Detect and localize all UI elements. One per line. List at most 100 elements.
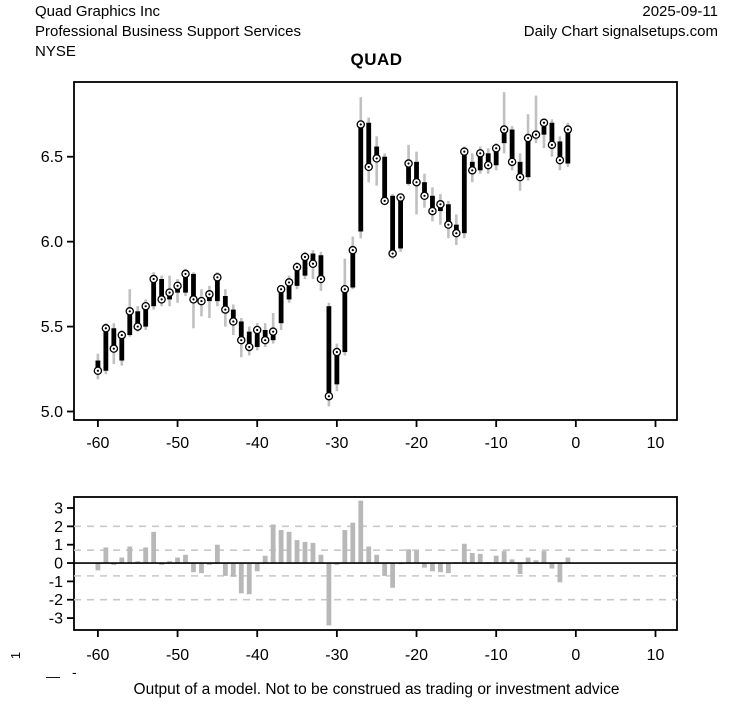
open-close-body (565, 129, 571, 164)
close-marker-dot (343, 288, 346, 291)
close-marker-dot (335, 350, 338, 354)
model-output-bar (278, 530, 284, 564)
close-marker-dot (542, 121, 546, 124)
model-output-bar (382, 563, 388, 576)
close-marker-dot (208, 293, 211, 296)
x-axis-tick-label: -20 (405, 647, 428, 664)
model-output-bar (533, 560, 539, 564)
close-marker-dot (256, 328, 259, 332)
chart-date: 2025-09-11 (642, 3, 718, 20)
open-close-body (422, 182, 427, 196)
symbol-title: QUAD (350, 50, 403, 69)
close-marker-dot (224, 308, 227, 311)
model-output-bar (238, 563, 244, 594)
close-marker-dot (176, 284, 179, 287)
close-marker-dot (359, 123, 362, 126)
model-output-bar (103, 547, 109, 564)
close-marker-dot (232, 320, 235, 323)
close-marker-dot (534, 133, 538, 136)
model-output-bar (167, 561, 172, 564)
model-output-bar (199, 563, 204, 574)
model-output-bar (501, 551, 507, 564)
close-marker-dot (447, 223, 450, 226)
model-output-bar (350, 522, 356, 564)
open-close-body (254, 329, 260, 347)
y-axis-tick-label: 1 (54, 537, 63, 554)
y-axis-tick-label: 5.0 (41, 404, 63, 421)
model-output-bar (135, 561, 141, 564)
model-output-bar (119, 557, 125, 564)
model-output-bar (207, 563, 212, 565)
model-output-bar (230, 563, 236, 577)
open-close-body (334, 352, 340, 385)
open-close-body (366, 122, 372, 167)
model-output-bar (342, 530, 348, 564)
x-axis-tick-label: -60 (86, 647, 109, 664)
open-close-body (398, 197, 403, 249)
close-marker-dot (168, 291, 171, 294)
open-close-body (135, 311, 141, 327)
close-marker-dot (112, 347, 115, 350)
x-axis-tick-label: 10 (647, 647, 665, 664)
open-close-body (286, 282, 292, 300)
model-output-bar (183, 554, 188, 564)
x-axis-tick-label: -10 (485, 435, 508, 452)
x-axis-tick-label: -30 (325, 435, 348, 452)
open-close-body (358, 124, 364, 232)
model-output-bar (294, 540, 300, 564)
open-close-body (485, 153, 491, 166)
open-close-body (222, 296, 228, 310)
y-axis-tick-label: -1 (49, 574, 63, 591)
y-axis-tick-label: 5.5 (41, 319, 63, 336)
open-close-body (183, 273, 188, 293)
x-axis-tick-label: -50 (166, 435, 189, 452)
open-close-body (294, 267, 300, 286)
model-output-bar (422, 563, 427, 568)
open-close-body (382, 156, 388, 201)
model-output-bar (151, 531, 157, 564)
close-marker-dot (160, 298, 163, 301)
close-marker-dot (487, 164, 490, 167)
open-close-body (509, 129, 515, 162)
model-output-bar (557, 563, 563, 583)
close-marker-dot (303, 255, 307, 259)
close-marker-dot (423, 194, 426, 197)
close-marker-dot (96, 369, 99, 372)
model-output-bar (477, 553, 483, 564)
open-close-body (445, 204, 451, 225)
chart-source: Daily Chart signalsetups.com (523, 23, 718, 40)
open-close-body (230, 309, 236, 322)
model-output-bar (95, 563, 101, 571)
close-marker-dot (128, 310, 131, 313)
model-output-bar (286, 531, 292, 564)
close-marker-dot (295, 266, 299, 269)
open-close-body (493, 148, 499, 166)
y-axis-tick-label: -2 (49, 592, 63, 609)
x-axis-tick-label: -60 (86, 435, 109, 452)
close-marker-dot (526, 136, 530, 140)
open-close-body (541, 122, 547, 135)
x-axis-tick-label: -50 (166, 647, 189, 664)
x-axis-tick-label: -30 (325, 647, 348, 664)
model-output-bar (246, 563, 252, 595)
close-marker-dot (104, 327, 107, 330)
open-close-body (191, 273, 196, 300)
open-close-body (390, 195, 396, 254)
close-marker-dot (463, 150, 466, 153)
open-close-body (517, 161, 523, 178)
model-output-bar (175, 557, 180, 564)
model-output-bar (461, 543, 467, 564)
open-close-body (525, 138, 531, 178)
open-close-body (310, 253, 316, 264)
open-close-body (302, 256, 308, 276)
model-output-bar (565, 557, 571, 564)
close-marker-dot (311, 262, 315, 265)
model-output-bar (222, 563, 228, 576)
close-marker-dot (439, 203, 442, 206)
close-marker-dot (200, 300, 203, 303)
close-marker-dot (558, 159, 562, 162)
plot-frame (73, 81, 678, 421)
margin-dash-short: - (72, 664, 77, 680)
